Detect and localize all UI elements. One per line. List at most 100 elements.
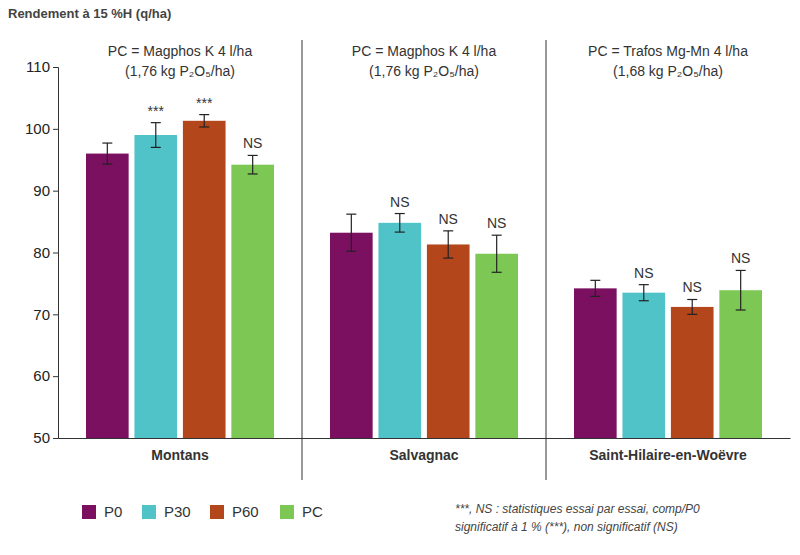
error-bar	[151, 123, 161, 148]
y-tick: 100	[25, 120, 58, 137]
bar	[719, 290, 762, 438]
panel-title: PC = Trafos Mg-Mn 4 l/ha	[588, 43, 748, 59]
significance-label: ***	[196, 95, 213, 111]
y-tick-mark	[53, 253, 58, 254]
y-tick-label: 70	[33, 306, 50, 323]
bar	[378, 223, 421, 438]
y-tick-label: 60	[33, 367, 50, 384]
bars	[86, 115, 762, 438]
error-bar-cap	[151, 147, 161, 148]
error-bar-cap	[492, 272, 502, 273]
error-bar-cap	[736, 270, 746, 271]
significance-label: NS	[634, 265, 653, 281]
significance-label: NS	[390, 194, 409, 210]
y-tick-mark	[53, 191, 58, 192]
error-bar-cap	[639, 300, 649, 301]
error-bar-cap	[443, 230, 453, 231]
y-tick: 80	[33, 244, 58, 261]
y-tick-label: 100	[25, 120, 50, 137]
error-bar-cap	[492, 235, 502, 236]
panel-separator	[546, 40, 547, 480]
y-tick-label: 110	[26, 58, 50, 75]
error-bar	[590, 280, 600, 296]
footnote: ***, NS : statistiques essai par essai, …	[455, 502, 700, 516]
error-bar-cap	[346, 251, 356, 252]
x-tick: Montans	[151, 438, 209, 463]
error-bar-cap	[199, 126, 209, 127]
significance-label: NS	[439, 211, 458, 227]
error-bar	[443, 231, 453, 258]
significance-label: ***	[148, 103, 165, 119]
panel-title: PC = Magphos K 4 l/ha	[352, 43, 497, 59]
error-bar	[346, 214, 356, 251]
y-tick-label: 50	[33, 429, 50, 446]
error-bar	[736, 270, 746, 310]
legend-swatch	[210, 505, 224, 519]
panel-title: (1,68 kg P₂O₅/ha)	[613, 63, 723, 79]
y-axis: 50 60 70 80 90 100 110	[25, 58, 59, 446]
y-tick: 90	[33, 182, 58, 199]
significance-label: NS	[731, 250, 750, 266]
error-bar	[395, 214, 405, 233]
error-bar-cap	[346, 214, 356, 215]
panel-title: (1,76 kg P₂O₅/ha)	[369, 63, 479, 79]
legend-label: P30	[164, 503, 191, 520]
footnote: significatif à 1 % (***), non significat…	[455, 520, 678, 534]
error-bar-cap	[639, 284, 649, 285]
error-bar-stem	[204, 115, 205, 127]
bar	[231, 165, 274, 438]
error-bar-stem	[351, 214, 352, 251]
error-bar	[687, 299, 697, 314]
error-bar	[199, 115, 209, 127]
error-bar-cap	[443, 257, 453, 258]
y-tick: 110	[26, 58, 58, 75]
chart: Rendement à 15 %H (q/ha)5060708090100110…	[0, 0, 800, 555]
bar	[427, 244, 470, 438]
error-bar-cap	[687, 314, 697, 315]
error-bar-cap	[395, 213, 405, 214]
y-tick: 70	[33, 306, 58, 323]
error-bar-cap	[199, 114, 209, 115]
error-bar-cap	[687, 299, 697, 300]
bar	[671, 307, 714, 438]
y-tick-mark	[53, 314, 58, 315]
error-bar-cap	[590, 280, 600, 281]
error-bar-stem	[692, 299, 693, 314]
legend-label: P60	[232, 503, 259, 520]
y-tick-mark	[53, 438, 58, 439]
bar	[134, 135, 177, 438]
error-bar-cap	[102, 142, 112, 143]
legend-label: PC	[302, 503, 323, 520]
legend: P0 P30 P60 PC	[82, 503, 323, 520]
bar	[330, 233, 373, 438]
error-bar-cap	[590, 296, 600, 297]
error-bar-stem	[496, 235, 497, 272]
x-tick: Saint-Hilaire-en-Woëvre	[589, 438, 747, 463]
y-tick-label: 90	[33, 182, 50, 199]
error-bar-cap	[736, 309, 746, 310]
error-bar-stem	[155, 123, 156, 148]
legend-swatch	[280, 505, 294, 519]
y-tick-label: 80	[33, 244, 50, 261]
y-tick: 60	[33, 367, 58, 384]
bar	[622, 293, 665, 438]
error-bar-cap	[395, 231, 405, 232]
x-tick-label: Saint-Hilaire-en-Woëvre	[589, 447, 747, 463]
x-axis-line	[59, 438, 791, 439]
error-bar	[492, 235, 502, 272]
legend-swatch	[82, 505, 96, 519]
x-tick-label: Salvagnac	[389, 447, 458, 463]
y-tick: 50	[33, 429, 58, 446]
error-bar-cap	[248, 173, 258, 174]
error-bar-stem	[740, 270, 741, 310]
legend-label: P0	[104, 503, 122, 520]
bar	[86, 154, 129, 438]
x-tick: Salvagnac	[389, 438, 458, 463]
panel-title: PC = Magphos K 4 l/ha	[108, 43, 253, 59]
error-bar-stem	[595, 280, 596, 296]
error-bar-stem	[252, 155, 253, 174]
significance-label: NS	[487, 215, 506, 231]
bar	[574, 288, 617, 438]
error-bar-stem	[107, 143, 108, 164]
error-bar-cap	[248, 155, 258, 156]
